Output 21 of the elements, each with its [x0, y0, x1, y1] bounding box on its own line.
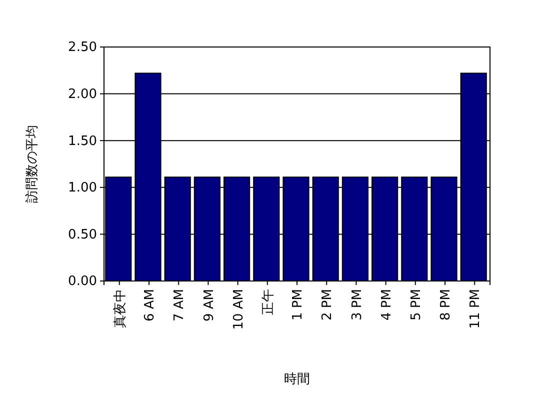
x-tick-label: 7 AM [172, 289, 188, 322]
y-tick-label: 1.00 [68, 180, 97, 196]
x-tick-label: 6 AM [142, 289, 158, 322]
y-tick-label: 2.00 [68, 86, 97, 102]
y-tick-label: 0.00 [68, 274, 97, 290]
x-tick-label: 2 PM [320, 289, 336, 320]
x-tick-label: 11 PM [468, 289, 484, 329]
x-tick-label: 真夜中 [112, 289, 128, 328]
x-tick-label: 正午 [260, 289, 276, 315]
x-tick-label: 5 PM [408, 289, 424, 320]
x-tick-label: 9 AM [202, 289, 217, 322]
x-tick-label: 8 PM [438, 289, 454, 320]
y-tick-label: 2.50 [68, 40, 97, 56]
x-tick-label: 4 PM [379, 289, 394, 320]
x-axis-title: 時間 [284, 372, 310, 387]
x-tick-label: 3 PM [350, 289, 365, 320]
y-axis-title: 訪問数の平均 [25, 125, 40, 203]
y-tick-label: 0.50 [68, 227, 97, 242]
y-tick-label: 1.50 [68, 134, 97, 149]
x-tick-label: 10 AM [231, 289, 246, 330]
x-tick-label: 1 PM [290, 289, 306, 320]
